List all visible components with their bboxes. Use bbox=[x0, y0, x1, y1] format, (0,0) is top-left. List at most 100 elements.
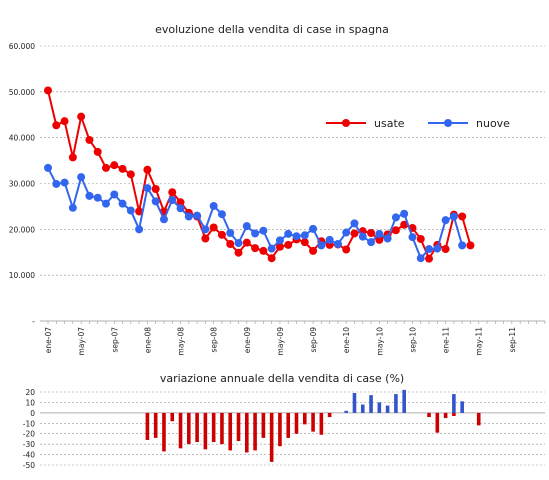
data-point-nuove bbox=[168, 196, 177, 204]
data-point-usate bbox=[135, 207, 144, 216]
data-point-nuove bbox=[226, 229, 235, 237]
bar-nuove bbox=[402, 389, 406, 413]
legend-usate-marker bbox=[342, 119, 350, 127]
data-point-usate bbox=[101, 163, 110, 172]
y-tick-label: 50.000 bbox=[9, 88, 35, 97]
data-point-nuove bbox=[458, 241, 467, 250]
data-point-usate bbox=[118, 164, 127, 173]
x-tick-label: may-10 bbox=[375, 327, 384, 356]
data-point-usate bbox=[77, 112, 86, 121]
data-point-nuove bbox=[375, 229, 384, 238]
y-tick-label: 10.000 bbox=[9, 271, 35, 280]
data-point-nuove bbox=[300, 231, 309, 240]
sales-line-chart: - 10.000 20.000 30.000 40.000 50.000 60.000 ene… bbox=[9, 42, 546, 356]
data-point-usate bbox=[416, 234, 425, 243]
data-point-nuove bbox=[209, 201, 218, 210]
bar-usate bbox=[187, 412, 191, 445]
data-point-usate bbox=[425, 254, 434, 263]
data-point-nuove bbox=[408, 233, 417, 242]
bar-usate bbox=[203, 412, 208, 450]
data-point-usate bbox=[284, 240, 293, 249]
data-point-usate bbox=[242, 238, 251, 247]
data-point-nuove bbox=[251, 229, 260, 238]
x-tick-label: ene-09 bbox=[243, 327, 252, 353]
x-tick-label: sep-11 bbox=[508, 327, 517, 353]
data-point-usate bbox=[93, 147, 102, 156]
x-tick-label: may-08 bbox=[177, 327, 186, 356]
data-point-nuove bbox=[159, 215, 168, 224]
y-tick-label: 60.000 bbox=[9, 42, 35, 51]
x-tick-label: may-09 bbox=[276, 327, 285, 356]
data-point-nuove bbox=[325, 235, 334, 244]
bar-usate bbox=[443, 412, 448, 419]
data-point-nuove bbox=[44, 163, 52, 172]
bar-usate bbox=[153, 412, 158, 438]
data-point-usate bbox=[309, 246, 318, 255]
x-tick-label: ene-10 bbox=[342, 327, 351, 353]
data-point-usate bbox=[52, 121, 61, 130]
data-point-usate bbox=[143, 165, 152, 174]
data-point-nuove bbox=[284, 229, 293, 238]
data-point-nuove bbox=[93, 193, 102, 202]
bar-usate bbox=[236, 412, 241, 442]
legend-usate: usate bbox=[326, 117, 405, 130]
data-point-usate bbox=[375, 235, 384, 244]
y-tick-label: 30.000 bbox=[9, 180, 35, 189]
bar-usate bbox=[427, 412, 431, 418]
data-point-usate bbox=[168, 188, 177, 197]
bar-usate bbox=[211, 412, 216, 443]
x-tick-label: sep-07 bbox=[110, 327, 119, 353]
bar-usate bbox=[178, 412, 183, 449]
data-point-nuove bbox=[425, 245, 434, 254]
data-point-nuove bbox=[317, 241, 326, 250]
data-point-nuove bbox=[234, 239, 243, 248]
data-point-usate bbox=[217, 230, 226, 239]
legend-nuove-marker bbox=[444, 119, 452, 127]
bar-nuove bbox=[352, 393, 357, 413]
bar-nuove bbox=[344, 410, 348, 413]
bar-usate bbox=[327, 412, 332, 418]
bar-usate bbox=[294, 412, 299, 434]
data-point-nuove bbox=[416, 254, 425, 263]
data-point-usate bbox=[234, 248, 243, 257]
data-point-nuove bbox=[143, 184, 152, 193]
data-point-nuove bbox=[85, 191, 94, 200]
data-point-nuove bbox=[52, 179, 61, 188]
data-point-nuove bbox=[449, 212, 458, 221]
data-point-nuove bbox=[333, 240, 342, 248]
data-point-usate bbox=[391, 226, 400, 235]
data-point-usate bbox=[44, 86, 52, 95]
bar-y-tick-label: 0 bbox=[30, 409, 35, 418]
bar-usate bbox=[195, 412, 199, 443]
bar-chart-title: variazione annuale della vendita di case… bbox=[160, 372, 404, 385]
data-point-nuove bbox=[135, 225, 144, 234]
bar-usate bbox=[286, 412, 291, 438]
y-tick-label: 20.000 bbox=[9, 225, 35, 234]
data-point-nuove bbox=[400, 209, 409, 218]
data-point-usate bbox=[267, 254, 276, 263]
bar-usate bbox=[220, 412, 224, 445]
bar-nuove bbox=[460, 401, 464, 413]
legend-usate-label: usate bbox=[374, 117, 405, 130]
data-point-usate bbox=[342, 245, 351, 254]
bar-nuove bbox=[394, 394, 398, 413]
data-point-nuove bbox=[350, 219, 359, 228]
data-point-nuove bbox=[391, 213, 400, 222]
bar-usate bbox=[435, 412, 440, 433]
bar-nuove bbox=[385, 405, 390, 413]
bar-usate bbox=[253, 412, 257, 451]
data-point-nuove bbox=[309, 224, 318, 233]
legend-nuove-label: nuove bbox=[476, 117, 510, 130]
data-point-usate bbox=[259, 246, 268, 255]
x-tick-label: may-11 bbox=[475, 327, 484, 356]
data-point-usate bbox=[60, 117, 69, 126]
data-point-usate bbox=[275, 242, 284, 251]
x-tick-label: ene-08 bbox=[143, 327, 152, 353]
data-point-usate bbox=[110, 161, 119, 170]
data-point-usate bbox=[209, 223, 218, 232]
data-point-nuove bbox=[126, 206, 135, 215]
data-point-nuove bbox=[193, 211, 202, 220]
data-point-usate bbox=[300, 238, 309, 247]
data-point-nuove bbox=[441, 216, 450, 225]
